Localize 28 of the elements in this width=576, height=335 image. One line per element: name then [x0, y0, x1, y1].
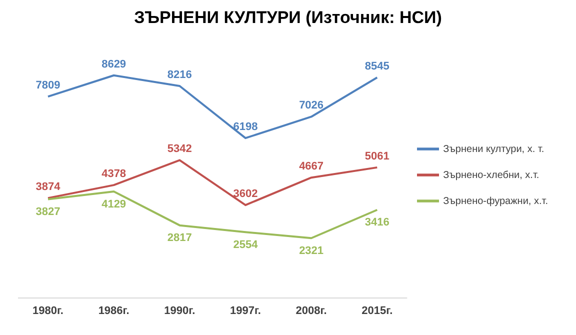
data-label: 5061: [364, 150, 390, 162]
data-label: 3827: [36, 206, 60, 218]
x-tick-label: 1980г.: [32, 304, 64, 317]
x-tick-label: 1986г.: [98, 304, 130, 317]
data-label: 4378: [102, 168, 126, 180]
x-tick-label: 1990г.: [164, 304, 196, 317]
data-label: 3602: [233, 188, 258, 200]
x-tick-label: 1997г.: [230, 304, 261, 317]
x-tick-label: 2008г.: [296, 304, 327, 317]
data-label: 2321: [299, 244, 324, 257]
data-label: 8216: [167, 69, 192, 82]
data-label: 2554: [233, 238, 259, 251]
data-label: 6198: [233, 121, 258, 134]
legend-label: Зърнено-хлебни, х.т.: [443, 170, 540, 181]
data-label: 5342: [167, 143, 192, 156]
data-label: 3416: [364, 216, 390, 229]
x-tick-label: 2015г.: [362, 304, 393, 317]
chart-title: ЗЪРНЕНИ КУЛТУРИ (Източник: НСИ): [133, 8, 443, 28]
data-label: 4129: [102, 198, 126, 210]
data-label: 8545: [364, 60, 390, 73]
legend-label: Зърнени култури, х. т.: [443, 144, 544, 155]
data-label: 7809: [36, 80, 60, 92]
data-label: 4667: [299, 160, 324, 173]
data-label: 7026: [299, 100, 324, 112]
data-label: 8629: [102, 58, 126, 70]
data-label: 2817: [167, 232, 192, 244]
legend-label: Зърнено-фуражни, х.т.: [443, 196, 548, 207]
data-label: 3874: [36, 181, 62, 194]
